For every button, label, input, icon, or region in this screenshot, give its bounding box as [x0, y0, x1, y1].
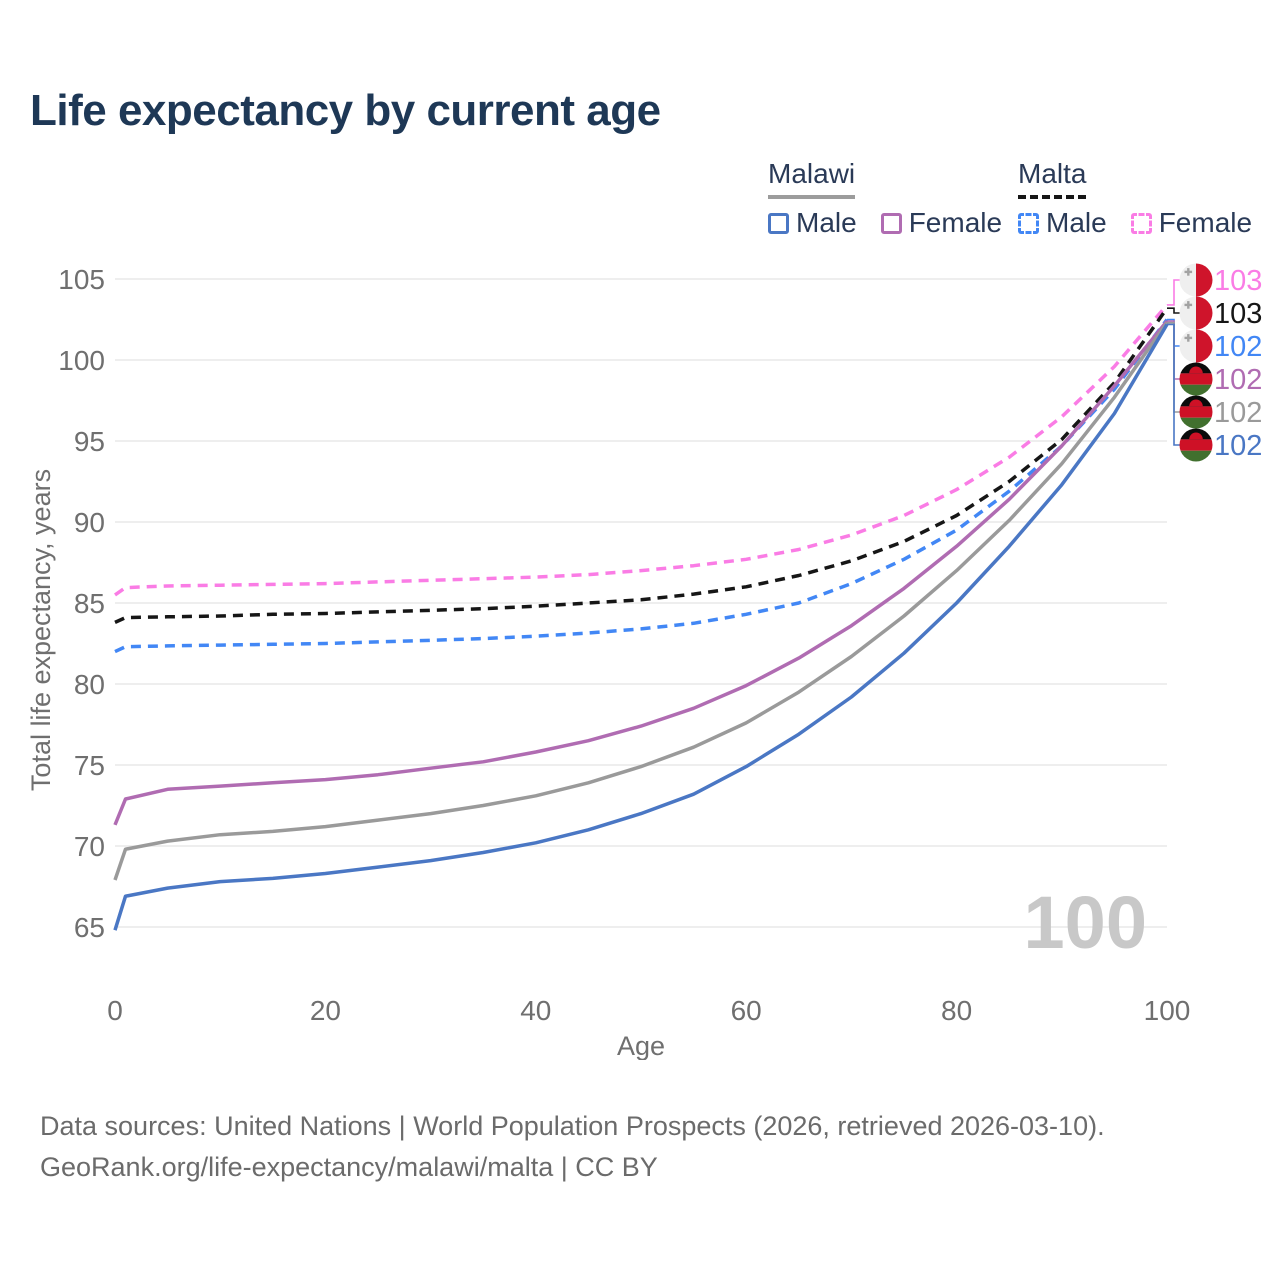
series-line-malawi-male [113, 323, 1169, 931]
end-label-value: 102 [1214, 364, 1262, 396]
legend-swatch-icon [880, 212, 902, 234]
footer-sources: Data sources: United Nations | World Pop… [40, 1111, 1105, 1141]
x-tick-label: 20 [310, 995, 341, 1026]
series-line-malta-both-sexes [114, 307, 1169, 624]
y-tick-label: 105 [58, 264, 105, 295]
legend-key-malta-female[interactable]: Female [1130, 207, 1253, 239]
end-label-connector [1167, 323, 1180, 446]
end-label-value: 103 [1214, 298, 1262, 330]
end-label-value: 102 [1214, 430, 1262, 462]
end-label-malta-female: 103 [1167, 263, 1262, 306]
legend-key-label: Male [1046, 207, 1107, 238]
legend-key-label: Female [908, 207, 1003, 238]
page-title: Life expectancy by current age [30, 86, 661, 135]
end-label-value: 102 [1214, 331, 1262, 363]
legend-group-malawi: Malawi Male Female [768, 158, 1002, 239]
malta-flag-icon [1179, 296, 1213, 330]
y-tick-label: 70 [74, 831, 105, 862]
end-label-malawi-male: 102 [1167, 323, 1262, 462]
legend: Malawi Male Female Malta Male [0, 158, 1280, 248]
legend-key-label: Male [796, 207, 857, 238]
y-tick-label: 75 [74, 750, 105, 781]
y-tick-label: 100 [58, 345, 105, 376]
y-tick-label: 80 [74, 669, 105, 700]
malta-flag-icon [1179, 329, 1213, 363]
y-tick-label: 85 [74, 588, 105, 619]
grid-and-axes: 65 70 75 80 85 90 95 100 105 0 20 40 60 80 100 Age Total… [26, 264, 1190, 1060]
x-tick-label: 40 [520, 995, 551, 1026]
end-label-malta-both-sexes: 103 [1167, 296, 1262, 330]
end-label-value: 102 [1214, 397, 1262, 429]
end-label-connector [1167, 279, 1180, 306]
malawi-flag-icon [1179, 428, 1213, 462]
legend-key-label: Female [1158, 207, 1253, 238]
age-counter-watermark: 100 [1024, 881, 1147, 964]
series-line-malawi-female [113, 319, 1169, 826]
legend-country-malta: Malta [1018, 158, 1087, 199]
malawi-flag-icon [1179, 395, 1213, 429]
series-line-malta-female [114, 303, 1169, 597]
legend-group-malta: Malta Male Female [1018, 158, 1252, 239]
legend-key-malta-male[interactable]: Male [1018, 207, 1107, 239]
malta-flag-icon [1179, 263, 1213, 297]
line-chart: 65 70 75 80 85 90 95 100 105 0 20 40 60 80 100 Age Total… [26, 263, 1262, 1060]
footer: Data sources: United Nations | World Pop… [40, 1106, 1105, 1188]
footer-attribution: GeoRank.org/life-expectancy/malawi/malta… [40, 1152, 658, 1182]
end-label-value: 103 [1214, 265, 1262, 297]
y-tick-label: 95 [74, 426, 105, 457]
legend-key-malawi-male[interactable]: Male [768, 207, 857, 239]
x-tick-label: 100 [1144, 995, 1191, 1026]
legend-swatch-icon [1018, 212, 1039, 234]
x-axis-title: Age [617, 1031, 665, 1060]
x-tick-label: 80 [941, 995, 972, 1026]
end-label-malta-male: 102 [1167, 318, 1262, 363]
y-tick-label: 65 [74, 912, 105, 943]
series-line-malawi-both-sexes [113, 321, 1169, 881]
x-tick-label: 60 [731, 995, 762, 1026]
series-line-malta-male [114, 318, 1169, 654]
y-axis-title: Total life expectancy, years [26, 469, 56, 791]
y-tick-label: 90 [74, 507, 105, 538]
legend-key-malawi-female[interactable]: Female [880, 207, 1003, 239]
legend-swatch-icon [768, 212, 789, 234]
legend-swatch-icon [1130, 212, 1152, 234]
legend-country-malawi: Malawi [768, 158, 856, 199]
end-label-connector [1167, 307, 1180, 314]
x-tick-label: 0 [107, 995, 123, 1026]
malawi-flag-icon [1179, 362, 1213, 396]
end-label-malawi-both-sexes: 102 [1167, 321, 1262, 429]
